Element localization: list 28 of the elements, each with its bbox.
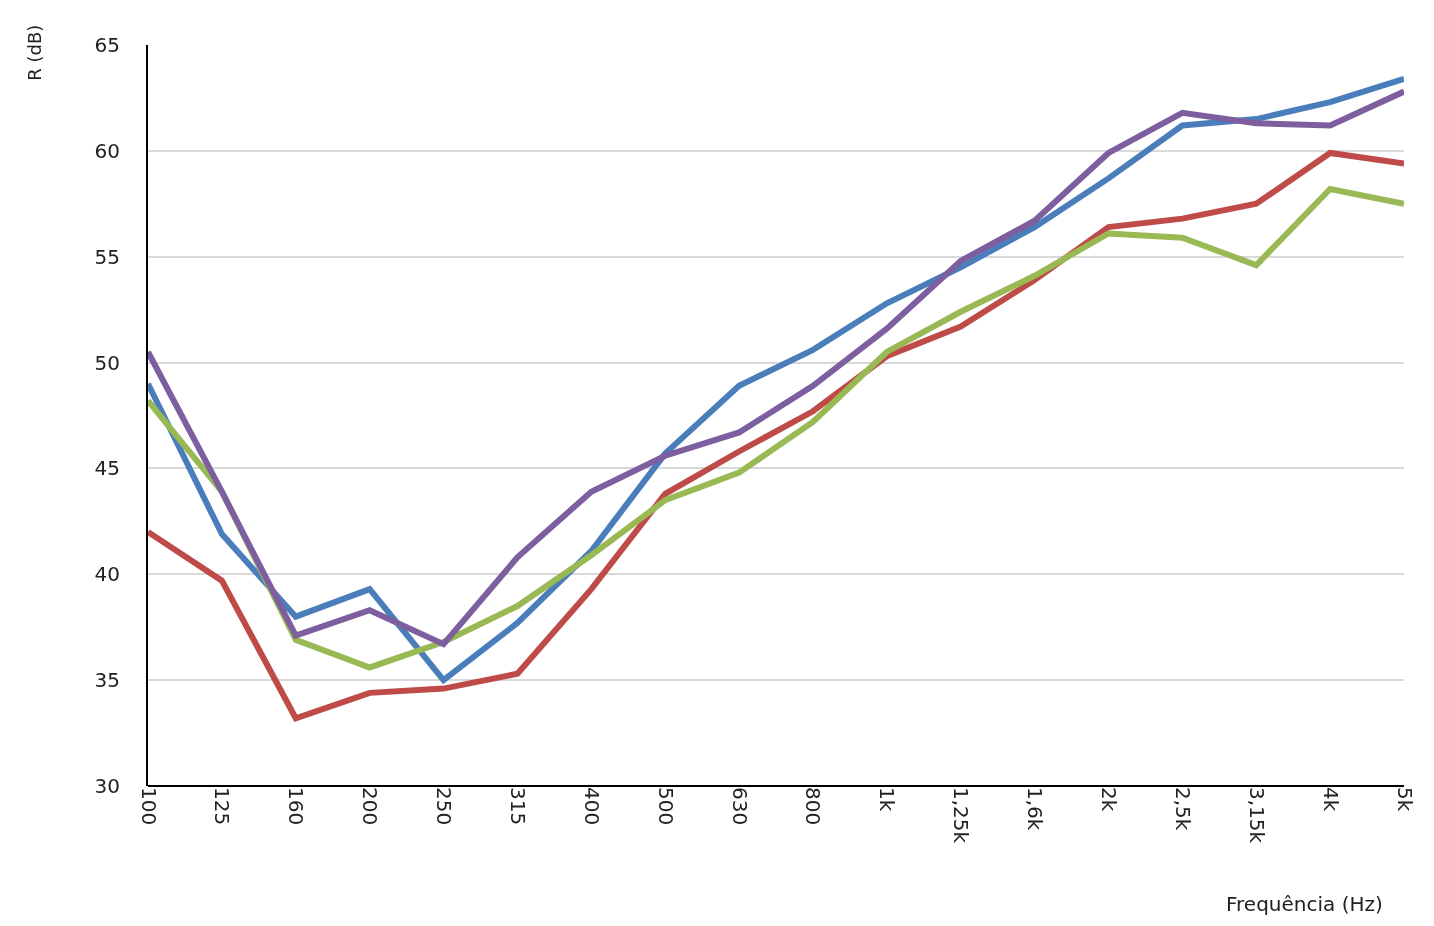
y-tick-label: 55 (94, 244, 120, 269)
x-axis-title: Frequência (Hz) (1226, 892, 1383, 916)
y-tick-label: 65 (94, 33, 120, 57)
x-tick-label: 3,15k (1244, 787, 1269, 844)
x-tick-label: 1,6k (1023, 787, 1048, 831)
x-tick-label: 2,5k (1170, 787, 1195, 831)
x-tick-label: 1k (875, 787, 900, 812)
y-tick-label: 50 (94, 350, 120, 375)
y-tick-label: 45 (94, 456, 120, 481)
x-tick-label: 500 (653, 787, 678, 826)
x-tick-label: 250 (432, 787, 457, 826)
y-tick-label: 35 (94, 668, 120, 693)
x-tick-label: 2k (1096, 787, 1121, 812)
x-tick-label: 4k (1318, 787, 1343, 812)
y-tick-label: 60 (94, 138, 120, 163)
x-tick-label: 5k (1392, 787, 1417, 812)
y-axis-title: R (dB) (24, 24, 46, 81)
x-tick-label: 315 (505, 787, 530, 826)
x-tick-label: 400 (579, 787, 604, 826)
x-tick-label: 100 (136, 787, 161, 826)
x-tick-label: 1,25k (949, 787, 974, 844)
x-tick-label: 125 (210, 787, 235, 826)
x-tick-label: 160 (284, 787, 309, 826)
y-tick-label: 30 (94, 774, 120, 798)
x-tick-label: 800 (801, 787, 826, 826)
x-tick-label: 200 (358, 787, 383, 826)
y-tick-label: 40 (94, 562, 120, 587)
x-tick-label: 630 (727, 787, 752, 826)
